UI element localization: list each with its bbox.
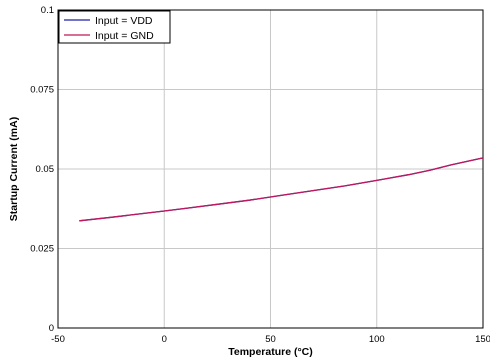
- legend-label-2: Input = GND: [95, 30, 154, 42]
- y-tick-label: 0.1: [41, 5, 54, 16]
- series-layer: [79, 157, 484, 222]
- y-tick-label: 0.075: [30, 85, 54, 96]
- y-tick-label: 0.025: [30, 244, 54, 255]
- y-tick-label: 0: [49, 323, 54, 334]
- x-tick-label: 100: [369, 334, 385, 345]
- plot-frame: [57, 9, 484, 329]
- grid: [58, 10, 483, 328]
- series-line-2: [79, 157, 484, 222]
- legend-label-1: Input = VDD: [95, 15, 153, 27]
- y-axis-title: Startup Current (mA): [8, 117, 20, 221]
- x-tick-label: 0: [162, 334, 167, 345]
- y-tick-labels: 0 0.025 0.05 0.075 0.1: [30, 5, 54, 334]
- x-tick-label: 50: [265, 334, 276, 345]
- legend-box: [58, 10, 171, 44]
- x-axis-title: Temperature (°C): [228, 346, 313, 358]
- x-tick-label: 150: [475, 334, 490, 345]
- x-tick-labels: -50 0 50 100 150: [51, 334, 490, 345]
- legend: Input = VDD Input = GND: [58, 10, 171, 44]
- x-tick-label: -50: [51, 334, 65, 345]
- y-tick-label: 0.05: [36, 164, 55, 175]
